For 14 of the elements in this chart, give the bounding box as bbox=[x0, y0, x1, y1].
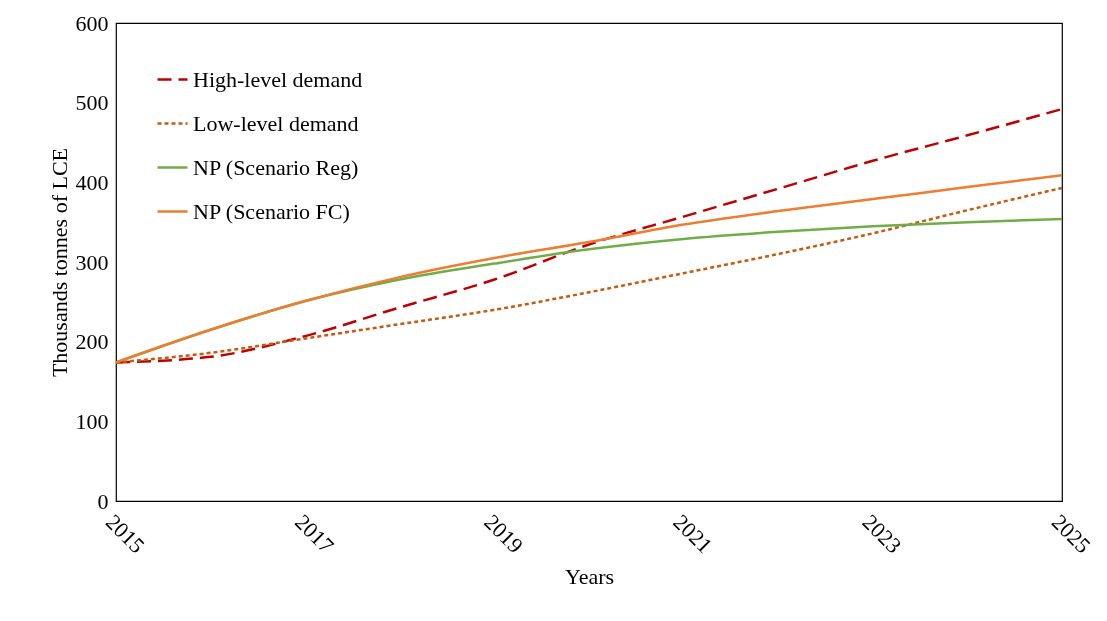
y-tick-label: 100 bbox=[75, 408, 109, 434]
x-axis-title: Years bbox=[564, 564, 615, 590]
y-tick-label: 400 bbox=[75, 169, 109, 195]
legend-label: Low-level demand bbox=[193, 110, 359, 136]
legend-label: NP (Scenario Reg) bbox=[193, 154, 359, 180]
legend-label: NP (Scenario FC) bbox=[193, 198, 350, 224]
y-tick-label: 200 bbox=[75, 329, 109, 355]
y-tick-label: 300 bbox=[75, 249, 109, 275]
y-tick-label: 600 bbox=[75, 10, 109, 36]
x-tick-label: 2017 bbox=[290, 509, 339, 559]
y-tick-label: 0 bbox=[97, 488, 109, 514]
y-tick-label: 500 bbox=[75, 90, 109, 116]
legend-label: High-level demand bbox=[193, 66, 363, 92]
y-axis-title: Thousands tonnes of LCE bbox=[46, 147, 72, 378]
